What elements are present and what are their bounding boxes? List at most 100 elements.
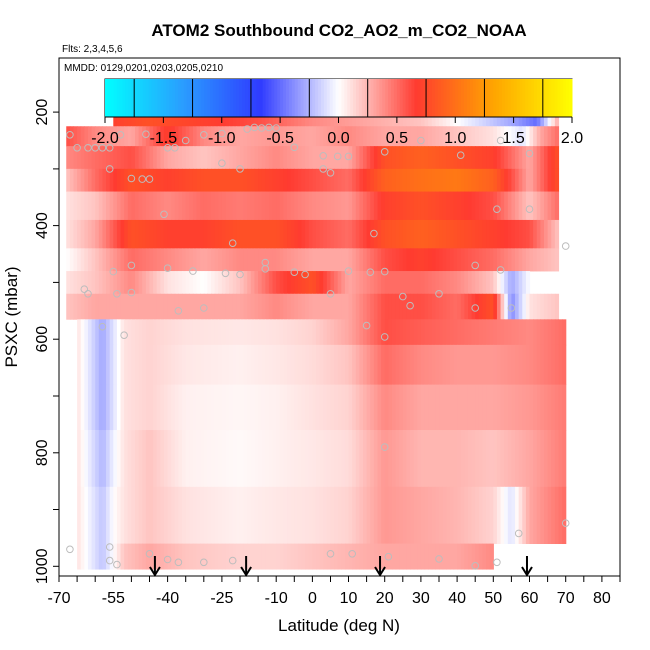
colorbar-segment: [210, 79, 214, 117]
heat-cell: [149, 248, 154, 272]
heat-cell: [167, 126, 172, 147]
heat-cell: [435, 319, 440, 346]
heat-cell: [417, 126, 422, 147]
heat-cell: [156, 344, 161, 386]
heat-cell: [355, 146, 361, 170]
heat-cell: [554, 430, 560, 488]
plot-frame: [58, 57, 621, 577]
heat-cell: [294, 344, 299, 386]
heatmap-layer: [66, 97, 567, 570]
heat-cell: [127, 543, 132, 570]
heat-cell: [189, 271, 194, 295]
heat-cell: [547, 248, 552, 272]
colorbar-segment: [437, 79, 442, 117]
heat-cell: [453, 293, 458, 320]
heat-cell: [543, 126, 549, 147]
heat-cell: [80, 191, 85, 221]
heat-cell: [543, 344, 549, 386]
heat-cell: [98, 293, 104, 320]
heat-cell: [420, 168, 426, 192]
heat-cell: [250, 384, 256, 431]
heat-cell: [348, 146, 353, 170]
heat-cell: [163, 168, 169, 192]
heat-cell: [120, 430, 125, 488]
heat-cell: [294, 543, 299, 570]
sample-point: [265, 123, 273, 132]
heat-cell: [153, 126, 158, 147]
sample-point: [171, 144, 179, 152]
heat-cell: [214, 344, 219, 386]
heat-cell: [113, 146, 118, 170]
heat-cell: [247, 344, 252, 386]
heat-cell: [225, 543, 230, 570]
heat-cell: [254, 219, 259, 249]
heat-cell: [453, 430, 458, 488]
heat-cell: [250, 219, 256, 249]
colorbar-segment: [513, 79, 518, 117]
heat-cell: [116, 319, 122, 346]
heat-cell: [127, 126, 132, 147]
heat-cell: [305, 543, 310, 570]
colorbar-segment: [557, 79, 561, 117]
heat-cell: [109, 384, 114, 431]
heat-cell: [290, 319, 295, 346]
heat-cell: [543, 384, 549, 431]
heat-cell: [399, 146, 404, 170]
heat-cell: [467, 219, 473, 249]
heat-cell: [77, 146, 82, 170]
heat-cell: [547, 168, 552, 192]
heat-cell: [171, 126, 176, 147]
heat-cell: [551, 344, 556, 386]
heat-cell: [200, 430, 205, 488]
heat-cell: [439, 248, 444, 272]
heat-cell: [334, 248, 339, 272]
heat-cell: [138, 126, 143, 147]
heat-cell: [203, 430, 208, 488]
heat-cell: [391, 126, 397, 147]
heat-cell: [171, 293, 176, 320]
heat-cell: [120, 126, 125, 147]
heat-cell: [464, 293, 469, 320]
heat-cell: [482, 293, 487, 320]
heat-cell: [185, 219, 190, 249]
sample-point: [163, 144, 172, 152]
heat-cell: [381, 146, 386, 170]
heat-cell: [334, 219, 339, 249]
heat-cell: [435, 248, 440, 272]
heat-cell: [95, 344, 100, 386]
heat-cell: [326, 271, 332, 295]
sample-point: [236, 270, 244, 279]
heat-cell: [533, 293, 538, 320]
heat-cell: [236, 168, 241, 192]
sample-point: [145, 175, 154, 183]
sample-point: [384, 552, 393, 561]
heat-cell: [460, 430, 465, 488]
heat-cell: [424, 486, 429, 545]
heat-cell: [330, 319, 335, 346]
heat-cell: [221, 271, 227, 295]
heat-cell: [236, 430, 241, 488]
heat-cell: [261, 271, 266, 295]
heat-cell: [106, 146, 111, 170]
heat-band: [66, 219, 560, 249]
heat-cell: [297, 168, 303, 192]
heat-cell: [142, 293, 147, 320]
colorbar-segment: [496, 79, 500, 117]
heat-cell: [77, 344, 82, 386]
heat-cell: [279, 191, 284, 221]
heat-cell: [439, 430, 444, 488]
heat-cell: [326, 430, 332, 488]
heat-cell: [200, 126, 205, 147]
heat-cell: [84, 168, 89, 192]
heat-cell: [279, 146, 284, 170]
heat-cell: [95, 384, 100, 431]
heat-cell: [344, 486, 350, 545]
heat-cell: [283, 146, 288, 170]
heat-cell: [135, 430, 140, 488]
heat-cell: [84, 384, 89, 431]
colorbar-segment: [548, 79, 553, 117]
heat-cell: [464, 126, 469, 147]
heat-cell: [525, 219, 531, 249]
heat-cell: [229, 293, 234, 320]
x-tick-label: 70: [557, 590, 575, 607]
